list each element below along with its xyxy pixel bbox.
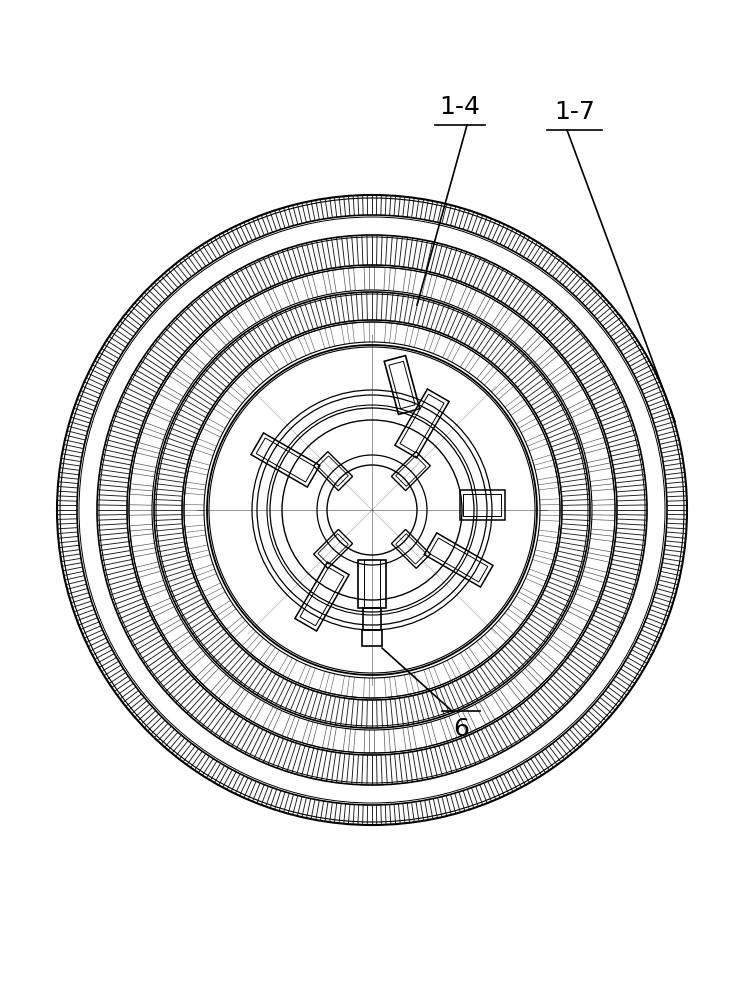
Text: 1-4: 1-4 bbox=[440, 95, 481, 119]
Text: 1-7: 1-7 bbox=[554, 100, 595, 124]
Text: 6: 6 bbox=[453, 717, 469, 741]
